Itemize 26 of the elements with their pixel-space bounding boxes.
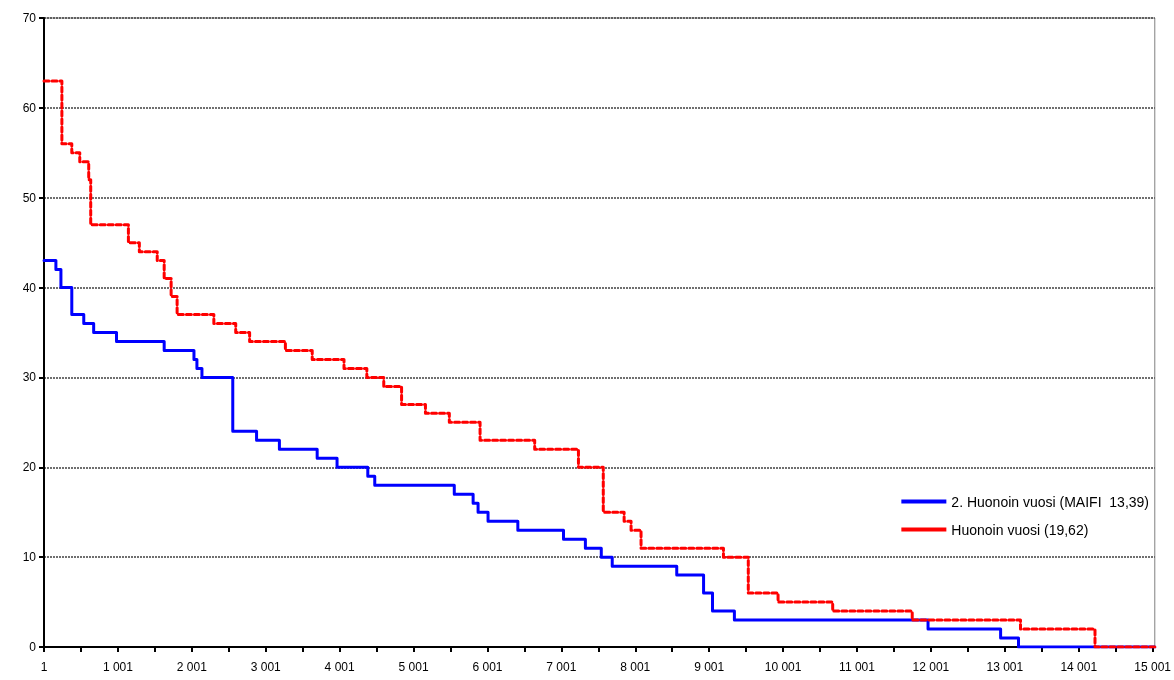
x-tick-label: 13 001 (986, 660, 1024, 674)
x-tick-label: 6 001 (472, 660, 503, 674)
y-tick-label: 30 (22, 370, 37, 385)
y-tick-label: 60 (22, 100, 37, 115)
y-tick-label: 20 (22, 460, 37, 475)
x-tick-label: 11 001 (839, 660, 876, 674)
legend-label: Huonoin vuosi (19,62) (951, 521, 1089, 538)
y-tick-label: 10 (22, 550, 37, 565)
y-tick-label: 0 (29, 640, 37, 654)
y-tick-label: 40 (22, 280, 37, 295)
x-tick-label: 8 001 (620, 660, 651, 674)
x-tick-label: 2 001 (176, 660, 208, 674)
x-tick-label: 1 001 (102, 660, 134, 674)
x-tick-label: 7 001 (546, 660, 577, 674)
x-tick-label: 14 001 (1060, 660, 1098, 674)
y-tick-label: 70 (22, 11, 37, 25)
legend-label: 2. Huonoin vuosi (MAIFI 13,39) (951, 493, 1150, 510)
x-tick-label: 15 001 (1134, 660, 1172, 674)
x-tick-label: 12 001 (912, 660, 950, 674)
y-tick-label: 50 (22, 190, 37, 205)
x-tick-label: 10 001 (764, 660, 802, 674)
x-tick-label: 9 001 (694, 660, 725, 674)
x-tick-label: 3 001 (250, 660, 282, 674)
x-tick-label: 4 001 (324, 660, 355, 674)
x-tick-label: 1 (40, 660, 48, 674)
x-tick-label: 5 001 (398, 660, 429, 674)
